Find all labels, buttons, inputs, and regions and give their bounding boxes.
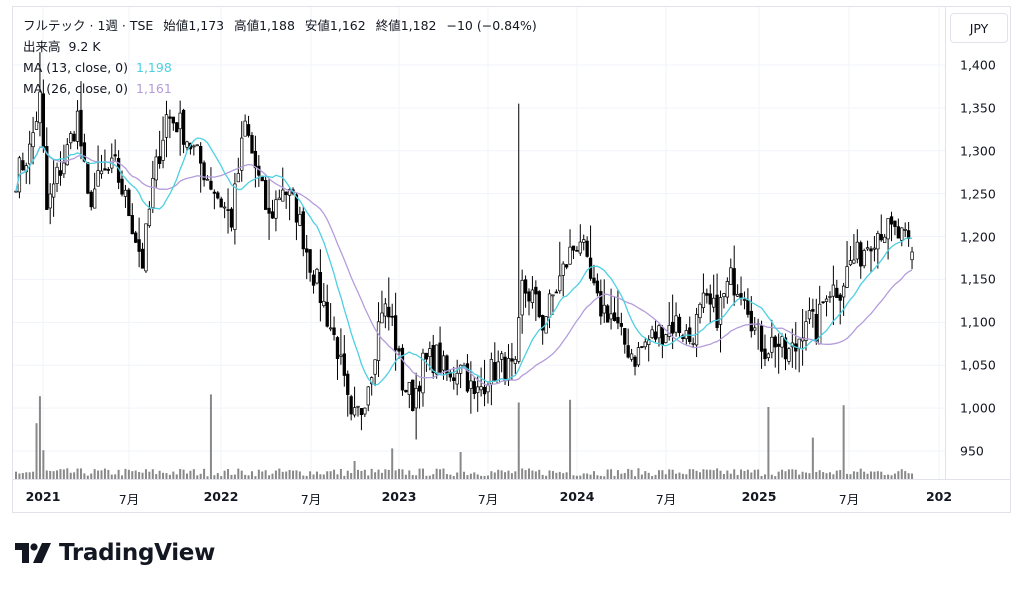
- time-tick-label: 2023: [381, 489, 417, 504]
- chart-legend: フルテック · 1週 · TSE 始値1,173 高値1,188 安値1,162…: [23, 15, 537, 99]
- time-tick-label: 2025: [741, 489, 777, 504]
- close-value: 1,182: [400, 18, 437, 33]
- price-axis[interactable]: JPY 1,400 1,350 1,300 1,250 1,200 1,150 1,100 1…: [945, 7, 1012, 479]
- tradingview-logo-icon: [15, 543, 51, 563]
- close-label: 終値: [375, 18, 401, 33]
- volume-label: 出来高: [23, 39, 61, 54]
- ma13-row[interactable]: MA (13, close, 0) 1,198: [23, 57, 537, 78]
- price-chart[interactable]: [13, 7, 945, 479]
- time-tick-label: 7月: [300, 492, 322, 507]
- ma26-label: MA (26, close, 0): [23, 81, 129, 96]
- price-tick-label: 950: [960, 443, 984, 459]
- time-tick-label: 7月: [655, 492, 677, 507]
- price-tick-label: 1,300: [960, 143, 996, 159]
- price-tick-label: 1,250: [960, 186, 996, 202]
- time-tick-label: 7月: [838, 492, 860, 507]
- high-label: 高値: [234, 18, 260, 33]
- ohlc-row: フルテック · 1週 · TSE 始値1,173 高値1,188 安値1,162…: [23, 18, 537, 33]
- time-tick-label: 7月: [477, 492, 499, 507]
- time-tick-label: 202: [925, 489, 953, 504]
- price-tick-label: 1,400: [960, 57, 996, 73]
- chart-plot-area[interactable]: フルテック · 1週 · TSE 始値1,173 高値1,188 安値1,162…: [13, 7, 945, 479]
- price-tick-label: 1,200: [960, 229, 996, 245]
- low-value: 1,162: [329, 18, 366, 33]
- price-tick-label: 1,350: [960, 100, 996, 116]
- brand-name: TradingView: [59, 540, 216, 566]
- low-label: 安値: [304, 18, 330, 33]
- open-label: 始値: [163, 18, 189, 33]
- price-tick-label: 1,100: [960, 314, 996, 330]
- time-tick-label: 2024: [559, 489, 595, 504]
- symbol-name[interactable]: フルテック: [23, 18, 86, 33]
- currency-button[interactable]: JPY: [950, 13, 1008, 43]
- time-tick-label: 2021: [25, 489, 61, 504]
- time-tick-label: 2022: [203, 489, 239, 504]
- change-value: −10 (−0.84%): [446, 18, 537, 33]
- price-tick-label: 1,150: [960, 271, 996, 287]
- price-tick-label: 1,000: [960, 400, 996, 416]
- tradingview-logo[interactable]: TradingView: [15, 540, 215, 566]
- ma13-value: 1,198: [136, 60, 172, 75]
- exchange: TSE: [129, 18, 154, 33]
- volume-row: 出来高 9.2 K: [23, 36, 537, 57]
- ma26-value: 1,161: [136, 81, 172, 96]
- chart-frame: フルテック · 1週 · TSE 始値1,173 高値1,188 安値1,162…: [12, 6, 1011, 513]
- time-tick-label: 7月: [118, 492, 140, 507]
- ma26-row[interactable]: MA (26, close, 0) 1,161: [23, 78, 537, 99]
- open-value: 1,173: [188, 18, 225, 33]
- interval[interactable]: 1週: [97, 18, 118, 33]
- time-axis[interactable]: 2021 7月 2022 7月 2023 7月 2024 7月 2025 7月 202: [13, 479, 1010, 514]
- volume-value: 9.2 K: [68, 39, 101, 54]
- ma13-label: MA (13, close, 0): [23, 60, 129, 75]
- price-tick-label: 1,050: [960, 357, 996, 373]
- high-value: 1,188: [259, 18, 295, 33]
